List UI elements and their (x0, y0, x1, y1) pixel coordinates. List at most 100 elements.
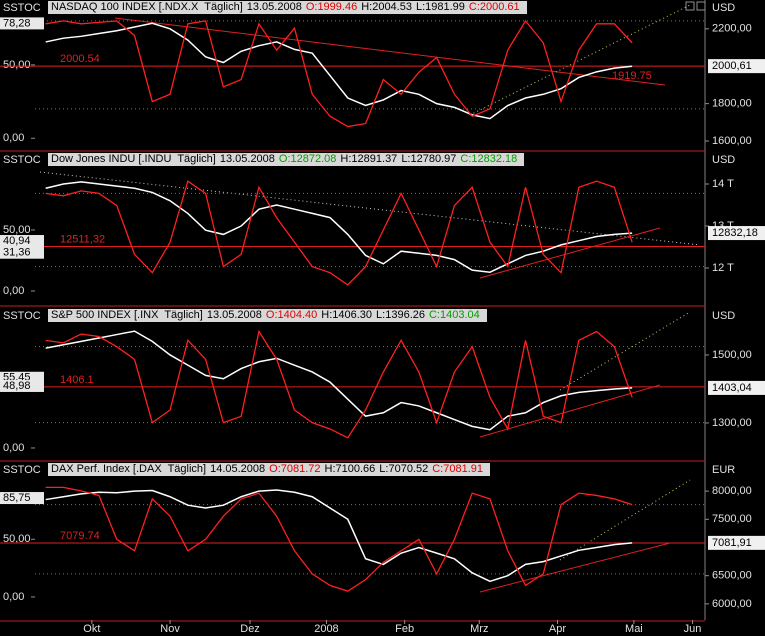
x-tick-label: Feb (395, 623, 414, 635)
indicator-name: SSTOC (3, 310, 41, 322)
ohlc-value: C:2000.61 (468, 1, 520, 13)
indicator-name: SSTOC (3, 464, 41, 476)
ohlc-value: O:12872.08 (278, 153, 337, 165)
left-value-label: 31,36 (3, 247, 31, 259)
stoch-line (45, 19, 633, 128)
x-tick-label: Jun (684, 623, 702, 635)
y2-tick-label: 1500,00 (712, 349, 752, 361)
panel-date: 13.05.2008 (206, 309, 262, 321)
panel-title: DAX Perf. Index [.DAX Täglich] (51, 463, 207, 475)
panel-header: DAX Perf. Index [.DAX Täglich] 14.05.2008… (48, 463, 490, 476)
ohlc-value: O:1999.46 (305, 1, 358, 13)
y-tick-label: 0,00 (3, 132, 24, 144)
left-value-box (0, 379, 44, 392)
trend-line (469, 4, 691, 116)
level-label: 2000.54 (60, 53, 100, 65)
price-line (45, 22, 633, 120)
trend-line (479, 542, 671, 593)
x-tick-label: 2008 (314, 623, 338, 635)
panel-title: S&P 500 INDEX [.INX Täglich] (51, 309, 203, 321)
x-tick-label: Okt (83, 623, 100, 635)
panel-title: NASDAQ 100 INDEX [.NDX.X Täglich] (51, 1, 243, 13)
price-box (708, 226, 765, 241)
y2-tick-label: 2200,00 (712, 23, 752, 35)
x-tick-label: Mrz (470, 623, 488, 635)
window-button[interactable] (685, 1, 695, 11)
ohlc-value: H:7100.66 (324, 463, 376, 475)
x-tick-label: Nov (160, 623, 180, 635)
ohlc-value: O:1404.40 (265, 309, 318, 321)
x-tick-label: Apr (549, 623, 566, 635)
y2-tick-label: 14 T (712, 178, 734, 190)
trend-line (39, 171, 701, 246)
y2-tick-label: 6000,00 (712, 598, 752, 610)
panel-header: NASDAQ 100 INDEX [.NDX.X Täglich] 13.05.2… (48, 1, 527, 14)
left-value-label: 48,98 (3, 380, 31, 392)
y-tick-label: 0,00 (3, 285, 24, 297)
left-value-box (0, 246, 44, 259)
trend-label: 1919.75 (612, 70, 652, 82)
level-label: 7079.74 (60, 530, 100, 542)
panel-date: 14.05.2008 (210, 463, 266, 475)
price-line (45, 181, 633, 273)
price-label: 2000,61 (712, 60, 752, 72)
ohlc-value: C:1403.04 (428, 309, 480, 321)
indicator-name: SSTOC (3, 2, 41, 14)
left-value-label: 40,94 (3, 235, 31, 247)
y2-tick-label: 12 T (712, 262, 734, 274)
y2-tick-label: 6500,00 (712, 570, 752, 582)
price-line (45, 489, 633, 583)
trend-line (479, 384, 661, 438)
left-value-box (0, 17, 44, 30)
y-tick-label: 50,00 (3, 59, 31, 71)
ohlc-value: L:1396.26 (376, 309, 425, 321)
ohlc-value: O:7081.72 (269, 463, 321, 475)
ohlc-value: L:1981.99 (415, 1, 465, 13)
stoch-line (45, 180, 633, 286)
ohlc-value: H:2004.53 (361, 1, 412, 13)
panel-header: S&P 500 INDEX [.INX Täglich] 13.05.2008 O:… (48, 309, 487, 322)
trend-line (559, 479, 691, 561)
ohlc-value: L:12780.97 (401, 153, 457, 165)
y-tick-label: 50,00 (3, 533, 31, 545)
currency-label: EUR (712, 464, 736, 476)
ohlc-value: L:7070.52 (379, 463, 429, 475)
y-tick-label: 0,00 (3, 591, 24, 603)
price-label: 12832,18 (712, 227, 758, 239)
price-line (45, 330, 633, 431)
panel-date: 13.05.2008 (219, 153, 275, 165)
price-box (708, 535, 765, 550)
left-value-label: 85,75 (3, 492, 31, 504)
ohlc-value: H:12891.37 (340, 153, 398, 165)
x-tick-label: Mai (625, 623, 643, 635)
y-tick-label: 50,00 (3, 224, 31, 236)
ohlc-value: C:12832.18 (460, 153, 518, 165)
panel-title: Dow Jones INDU [.INDU Täglich] (51, 153, 216, 165)
left-value-label: 78,28 (3, 17, 31, 29)
stoch-line (45, 329, 633, 439)
price-box (708, 380, 765, 395)
panel-header: Dow Jones INDU [.INDU Täglich] 13.05.2008… (48, 153, 525, 166)
panel-date: 13.05.2008 (246, 1, 302, 13)
x-tick-label: Dez (240, 623, 260, 635)
level-label: 1406.1 (60, 374, 94, 386)
level-label: 12511,32 (60, 233, 105, 245)
left-value-box (0, 235, 44, 248)
ohlc-value: H:1406.30 (321, 309, 373, 321)
window-button[interactable] (696, 1, 706, 11)
stoch-line (45, 486, 633, 592)
y2-tick-label: 1600,00 (712, 135, 752, 147)
currency-label: USD (712, 310, 736, 322)
ohlc-value: C:7081.91 (432, 463, 483, 475)
trend-line (479, 227, 661, 279)
y2-tick-label: 8000,00 (712, 485, 752, 497)
y-tick-label: 0,00 (3, 442, 24, 454)
indicator-name: SSTOC (3, 154, 41, 166)
currency-label: USD (712, 154, 736, 166)
y2-tick-label: 7500,00 (712, 513, 752, 525)
left-value-box (0, 492, 44, 505)
currency-label: USD (712, 2, 736, 14)
price-box (708, 59, 765, 74)
y2-tick-label: 1300,00 (712, 417, 752, 429)
